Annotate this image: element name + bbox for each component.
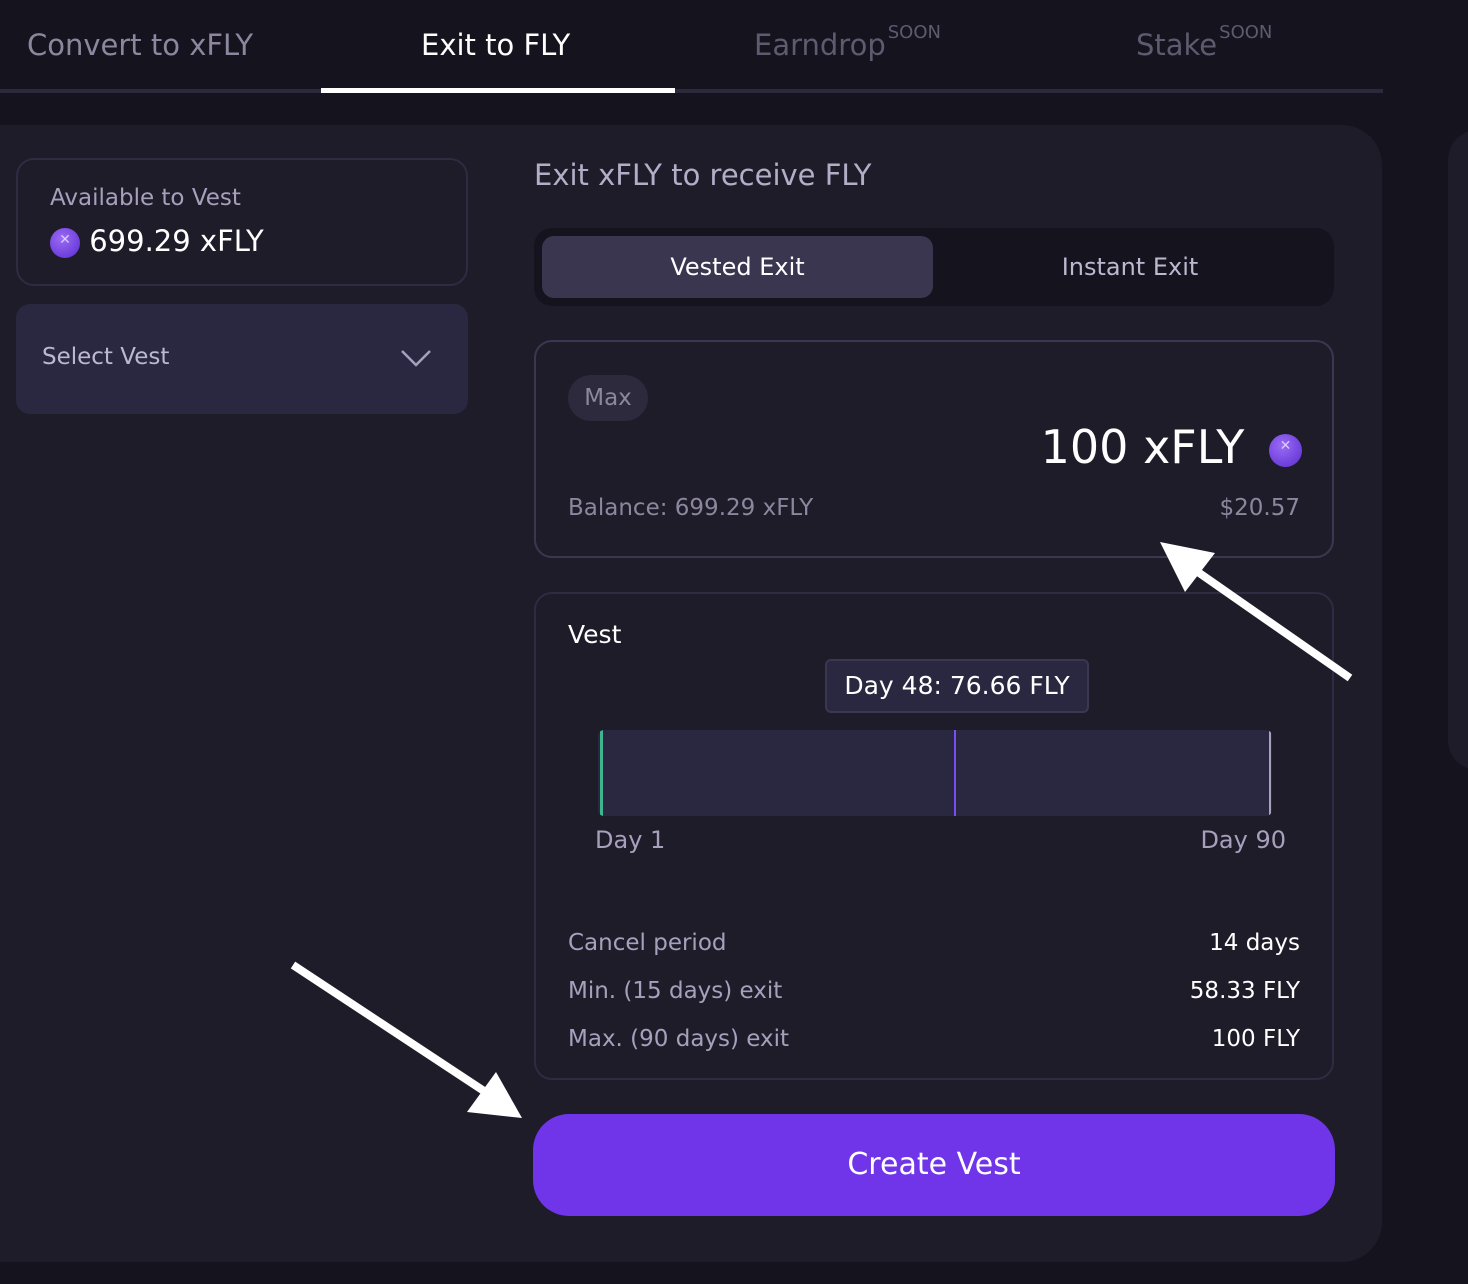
exit-title: Exit xFLY to receive FLY <box>534 158 872 192</box>
mode-label: Vested Exit <box>670 253 805 281</box>
chevron-down-icon <box>401 350 431 367</box>
tab-convert-to-xfly[interactable]: Convert to xFLY <box>27 28 253 62</box>
amount-value: 100 xFLY <box>1040 420 1245 474</box>
vest-tooltip: Day 48: 76.66 FLY <box>825 659 1089 713</box>
available-to-vest-card: Available to Vest 699.29 xFLY <box>16 158 468 286</box>
detail-row: Max. (90 days) exit 100 FLY <box>568 1026 1300 1074</box>
detail-value: 100 FLY <box>1211 1026 1300 1052</box>
tab-label: Convert to xFLY <box>27 28 254 62</box>
vest-start-marker <box>600 730 603 816</box>
active-tab-indicator <box>321 88 675 93</box>
exit-mode-toggle: Vested Exit Instant Exit <box>534 228 1334 306</box>
available-label: Available to Vest <box>50 185 241 211</box>
tab-exit-to-fly[interactable]: Exit to FLY <box>421 28 570 62</box>
arrow-icon <box>290 961 522 1118</box>
max-button[interactable]: Max <box>568 375 648 421</box>
tab-label: Stake <box>1136 28 1218 62</box>
tab-earndrop[interactable]: Earndrop SOON <box>754 22 941 62</box>
vest-slider-handle[interactable] <box>953 730 956 816</box>
detail-row: Cancel period 14 days <box>568 930 1300 978</box>
side-panel <box>1448 130 1468 770</box>
vest-end-marker <box>1269 730 1271 816</box>
tab-stake[interactable]: Stake SOON <box>1136 22 1272 62</box>
amount-input[interactable]: 100 xFLY <box>1041 420 1302 474</box>
xfly-token-icon <box>50 228 80 258</box>
instant-exit-button[interactable]: Instant Exit <box>934 236 1326 298</box>
detail-label: Max. (90 days) exit <box>568 1026 790 1052</box>
amount-input-card: Max 100 xFLY Balance: 699.29 xFLY $20.57 <box>534 340 1334 558</box>
xfly-token-icon <box>1269 434 1302 467</box>
soon-badge: SOON <box>1219 22 1273 43</box>
detail-label: Cancel period <box>568 930 727 956</box>
vest-details: Cancel period 14 days Min. (15 days) exit… <box>568 930 1300 1074</box>
detail-row: Min. (15 days) exit 58.33 FLY <box>568 978 1300 1026</box>
mode-label: Instant Exit <box>1061 253 1199 281</box>
arrow-icon <box>1160 542 1353 682</box>
tab-label: Earndrop <box>754 28 886 62</box>
day-end-label: Day 90 <box>1200 826 1286 854</box>
day-start-label: Day 1 <box>595 826 666 854</box>
tab-divider <box>0 89 1383 93</box>
detail-value: 58.33 FLY <box>1189 978 1300 1004</box>
tab-label: Exit to FLY <box>421 28 571 62</box>
create-vest-button[interactable]: Create Vest <box>533 1114 1335 1216</box>
balance-text: Balance: 699.29 xFLY <box>568 495 814 521</box>
available-amount: 699.29 xFLY <box>89 224 264 258</box>
detail-label: Min. (15 days) exit <box>568 978 783 1004</box>
detail-value: 14 days <box>1209 930 1300 956</box>
select-vest-dropdown[interactable]: Select Vest <box>16 304 468 414</box>
select-vest-label: Select Vest <box>42 344 170 370</box>
soon-badge: SOON <box>887 22 941 43</box>
vest-title: Vest <box>568 620 622 649</box>
vest-card: Vest Day 48: 76.66 FLY Day 1 Day 90 Canc… <box>534 592 1334 1080</box>
usd-value: $20.57 <box>1219 495 1300 521</box>
vested-exit-button[interactable]: Vested Exit <box>542 236 933 298</box>
vest-slider[interactable] <box>598 730 1272 816</box>
